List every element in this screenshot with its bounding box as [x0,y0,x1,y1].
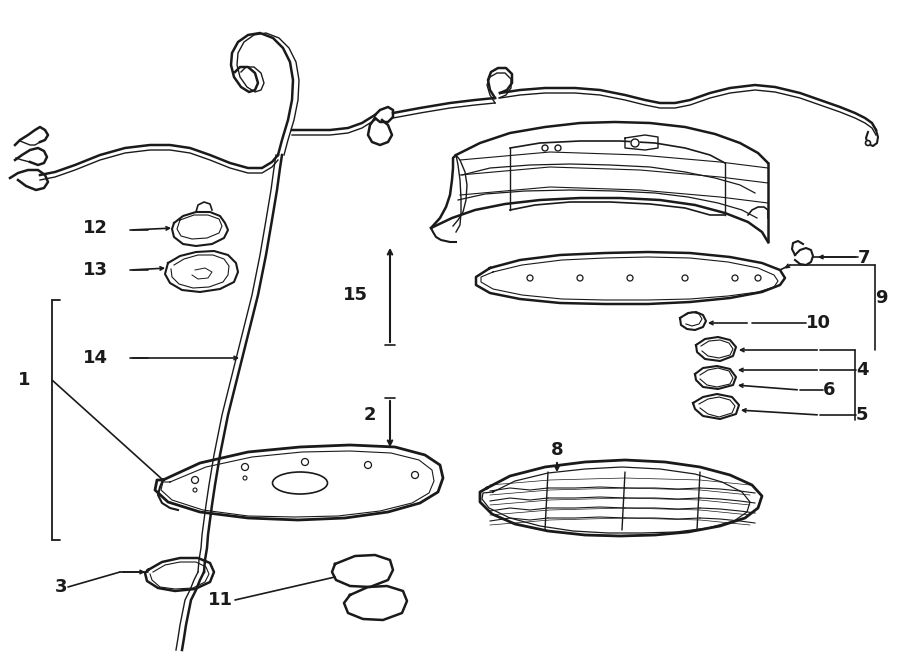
Text: 11: 11 [208,591,233,609]
Circle shape [542,145,548,151]
Circle shape [193,488,197,492]
Text: 1: 1 [18,371,31,389]
Circle shape [577,275,583,281]
Circle shape [302,459,309,465]
Text: 2: 2 [364,406,376,424]
Text: 12: 12 [83,219,108,237]
Text: 8: 8 [551,441,563,459]
Circle shape [411,471,418,479]
Circle shape [627,275,633,281]
Circle shape [241,463,248,471]
Circle shape [243,476,247,480]
Text: 4: 4 [856,361,868,379]
Text: 3: 3 [55,578,68,596]
Circle shape [682,275,688,281]
Circle shape [192,477,199,483]
Circle shape [866,141,870,145]
Text: 5: 5 [856,406,868,424]
Text: 15: 15 [343,286,367,304]
Circle shape [755,275,761,281]
Circle shape [364,461,372,469]
Text: 10: 10 [806,314,831,332]
Circle shape [631,139,639,147]
Circle shape [732,275,738,281]
Text: 14: 14 [83,349,108,367]
Text: 9: 9 [875,289,887,307]
Circle shape [555,145,561,151]
Text: 6: 6 [823,381,835,399]
Text: 7: 7 [858,249,870,267]
Circle shape [527,275,533,281]
Text: 13: 13 [83,261,108,279]
